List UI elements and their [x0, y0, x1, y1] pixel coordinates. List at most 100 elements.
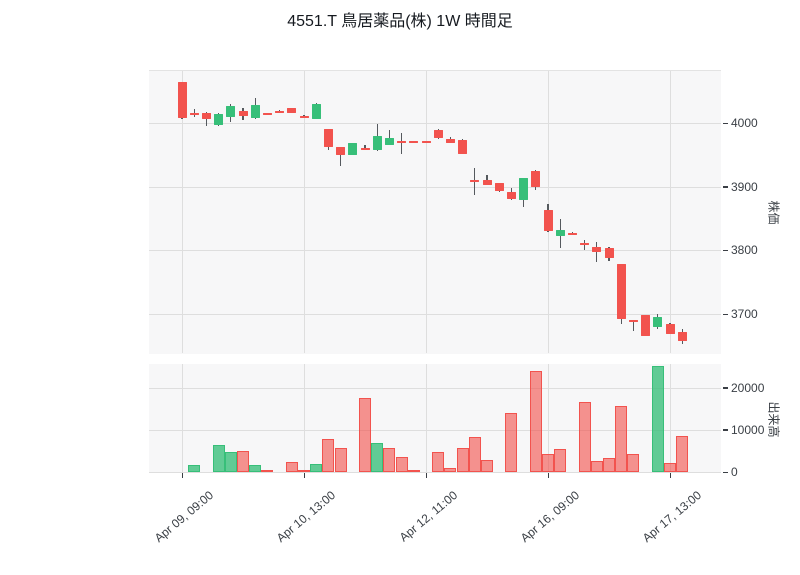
- volume-bar: [371, 443, 384, 472]
- candle-body: [567, 232, 577, 235]
- x-gridline: [426, 364, 427, 473]
- x-tick-mark: [669, 473, 671, 478]
- candle-body: [555, 229, 565, 237]
- candle-body: [519, 178, 529, 201]
- volume-bar: [359, 397, 371, 472]
- volume-tick-label: 10000: [731, 422, 765, 437]
- volume-bar: [444, 467, 457, 472]
- candle-body: [409, 141, 419, 144]
- volume-bar: [298, 469, 310, 472]
- candle-body: [262, 113, 272, 116]
- volume-bar: [237, 450, 249, 472]
- x-tick-mark: [425, 473, 427, 478]
- x-tick-mark: [303, 473, 305, 478]
- volume-bar: [334, 447, 347, 472]
- candle-body: [592, 247, 602, 253]
- volume-bar: [627, 453, 640, 472]
- candle-body: [348, 143, 358, 155]
- volume-tick-label: 20000: [731, 380, 765, 395]
- candle-body: [470, 180, 480, 183]
- volume-bar: [310, 463, 323, 472]
- price-tick-label: 3800: [731, 243, 758, 258]
- volume-bar: [481, 460, 493, 472]
- volume-gridline: [149, 429, 721, 431]
- candle-body: [226, 106, 236, 117]
- x-gridline: [670, 71, 671, 353]
- candle-body: [397, 141, 407, 144]
- price-tick-mark: [723, 186, 728, 188]
- price-axis-title: 株価: [766, 200, 781, 225]
- chart-title: 4551.T 鳥居薬品(株) 1W 時間足: [287, 13, 513, 30]
- price-tick-label: 3900: [731, 179, 758, 194]
- x-tick-label: Apr 09, 09:00: [151, 488, 216, 546]
- volume-bar: [212, 444, 225, 472]
- candle-wick: [632, 319, 635, 332]
- candle-body: [299, 115, 309, 118]
- candle-body: [372, 135, 382, 151]
- candle-body: [189, 112, 199, 115]
- candle-wick: [364, 144, 366, 150]
- volume-bar: [615, 406, 628, 472]
- candle-body: [482, 179, 492, 185]
- volume-bar: [456, 447, 469, 472]
- candle-body: [360, 147, 370, 150]
- x-tick-mark: [547, 473, 549, 478]
- candle-wick: [205, 112, 208, 127]
- price-tick-mark: [723, 313, 728, 315]
- volume-gridline: [149, 387, 721, 389]
- volume-bar: [395, 456, 408, 472]
- x-gridline: [548, 364, 549, 473]
- candle-body: [336, 147, 346, 155]
- volume-bar: [554, 448, 567, 472]
- volume-axis-title: 出来高: [766, 401, 781, 438]
- volume-bar: [542, 453, 554, 472]
- volume-bar: [285, 462, 298, 472]
- volume-tick-mark: [723, 429, 728, 431]
- candle-body: [250, 104, 260, 118]
- candle-body: [201, 112, 211, 119]
- x-gridline: [304, 364, 305, 473]
- x-gridline: [182, 71, 183, 353]
- price-tick-mark: [723, 249, 728, 252]
- candle-body: [433, 130, 443, 139]
- volume-bar: [322, 438, 335, 472]
- candle-body: [323, 129, 333, 148]
- x-gridline: [670, 364, 671, 473]
- volume-tick-mark: [723, 471, 728, 473]
- price-gridline: [149, 250, 721, 252]
- volume-bar: [651, 366, 664, 472]
- volume-bar: [578, 402, 591, 472]
- x-tick-label: Apr 17, 13:00: [639, 488, 704, 546]
- x-gridline: [304, 71, 305, 353]
- x-tick-label: Apr 10, 13:00: [273, 488, 338, 546]
- candle-body: [177, 82, 187, 118]
- candle-wick: [400, 133, 403, 154]
- candle-body: [665, 323, 675, 334]
- price-gridline: [149, 123, 721, 124]
- candle-body: [506, 191, 516, 200]
- candle-body: [421, 141, 431, 144]
- candle-body: [604, 247, 614, 258]
- candle-body: [580, 243, 590, 246]
- volume-bar: [188, 464, 201, 472]
- volume-bar: [603, 457, 615, 472]
- candle-body: [616, 264, 626, 320]
- candle-body: [238, 110, 248, 116]
- candle-body: [653, 317, 663, 328]
- price-tick-label: 4000: [731, 116, 758, 130]
- volume-tick-mark: [723, 387, 728, 389]
- volume-bar: [468, 437, 481, 472]
- candle-body: [287, 108, 297, 113]
- candle-body: [531, 170, 541, 187]
- candle-wick: [339, 146, 342, 167]
- x-tick-label: Apr 12, 11:00: [396, 488, 460, 545]
- x-gridline: [426, 71, 427, 353]
- candle-body: [311, 103, 321, 119]
- x-tick-label: Apr 16, 09:00: [517, 488, 582, 546]
- volume-bar: [664, 462, 676, 472]
- volume-bar: [224, 452, 237, 472]
- volume-bar: [676, 435, 689, 472]
- candle-body: [458, 139, 468, 154]
- x-tick-mark: [181, 473, 183, 478]
